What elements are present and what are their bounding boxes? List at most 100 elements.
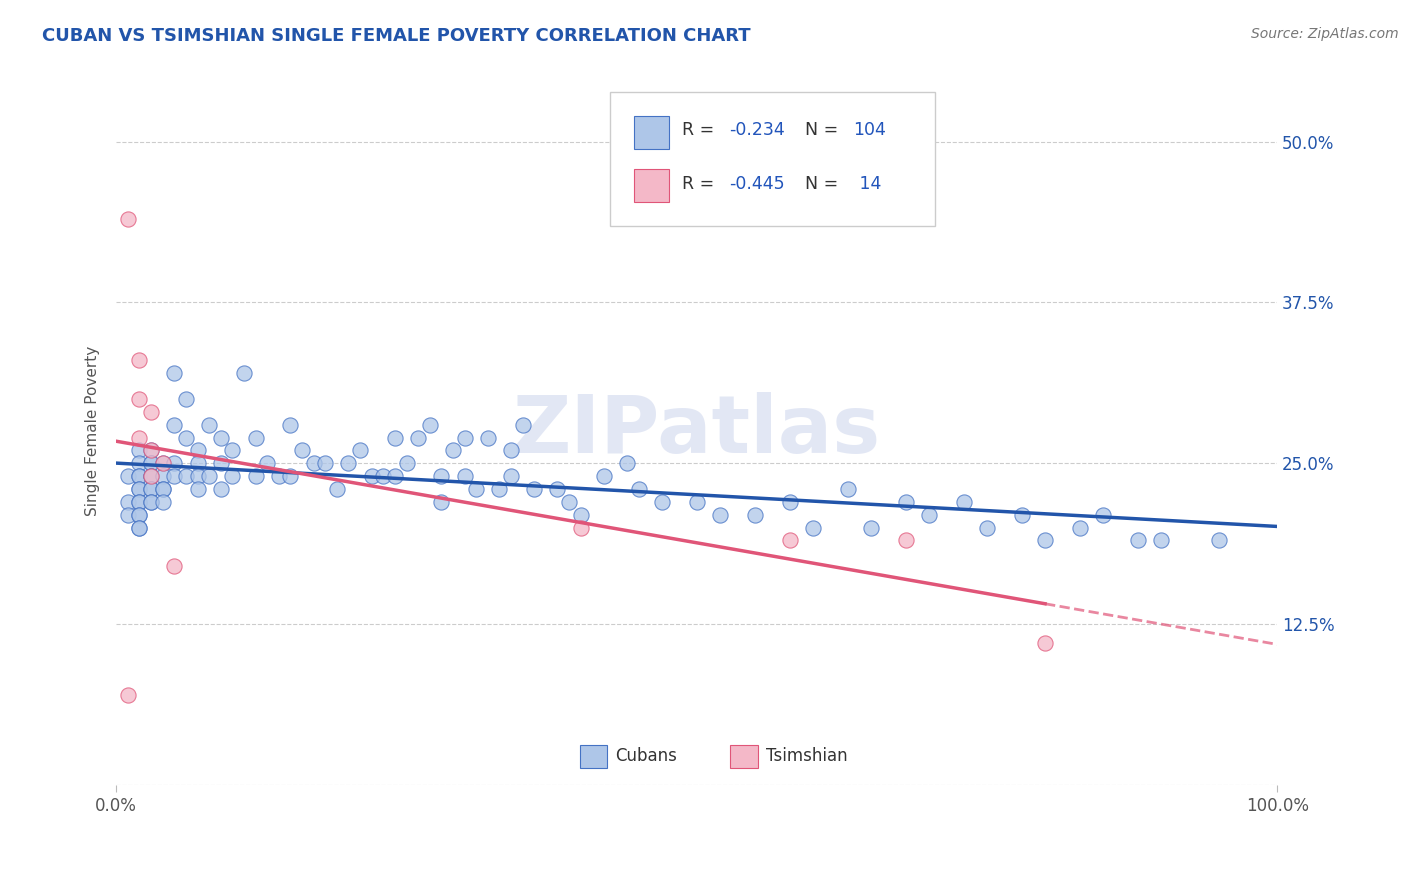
Point [128, 520, 150, 534]
Point [651, 495, 673, 509]
Point [512, 417, 534, 432]
Point [128, 520, 150, 534]
Text: R =: R = [682, 121, 720, 139]
Point [499, 469, 522, 483]
Point [245, 469, 267, 483]
Point [139, 469, 162, 483]
FancyBboxPatch shape [579, 745, 607, 768]
Point [128, 495, 150, 509]
Point [593, 469, 616, 483]
Point [198, 417, 221, 432]
Point [337, 456, 360, 470]
Point [430, 469, 453, 483]
Point [558, 495, 581, 509]
Point [894, 495, 917, 509]
Point [128, 431, 150, 445]
Text: -0.234: -0.234 [730, 121, 785, 139]
Point [801, 520, 824, 534]
Point [267, 469, 290, 483]
Point [209, 482, 232, 496]
Point [128, 495, 150, 509]
Text: -0.445: -0.445 [730, 175, 785, 193]
Point [499, 443, 522, 458]
Point [128, 469, 150, 483]
Point [465, 482, 488, 496]
Point [128, 482, 150, 496]
Text: CUBAN VS TSIMSHIAN SINGLE FEMALE POVERTY CORRELATION CHART: CUBAN VS TSIMSHIAN SINGLE FEMALE POVERTY… [42, 27, 751, 45]
Point [163, 456, 186, 470]
Point [384, 469, 406, 483]
Point [152, 482, 174, 496]
Point [117, 495, 139, 509]
Point [1126, 533, 1149, 548]
Point [326, 482, 349, 496]
Point [1011, 508, 1033, 522]
Point [128, 443, 150, 458]
Point [291, 443, 314, 458]
Point [477, 431, 499, 445]
Point [384, 431, 406, 445]
Point [419, 417, 441, 432]
Point [569, 508, 592, 522]
Point [233, 366, 256, 380]
FancyBboxPatch shape [634, 116, 669, 149]
Point [1208, 533, 1230, 548]
Point [139, 469, 162, 483]
Point [117, 508, 139, 522]
Point [569, 520, 592, 534]
Point [128, 469, 150, 483]
Point [616, 456, 638, 470]
Text: N =: N = [804, 175, 844, 193]
Point [256, 456, 278, 470]
Point [198, 469, 221, 483]
Point [488, 482, 510, 496]
Text: ZIPatlas: ZIPatlas [513, 392, 882, 470]
Point [139, 482, 162, 496]
Point [952, 495, 974, 509]
Point [360, 469, 382, 483]
Point [859, 520, 882, 534]
Text: R =: R = [682, 175, 720, 193]
Point [976, 520, 998, 534]
Text: Cubans: Cubans [616, 747, 678, 765]
Text: Tsimshian: Tsimshian [766, 747, 848, 765]
Point [779, 533, 801, 548]
Point [686, 495, 709, 509]
Point [152, 482, 174, 496]
Point [546, 482, 568, 496]
Point [152, 495, 174, 509]
Point [627, 482, 650, 496]
Point [221, 469, 243, 483]
Point [139, 495, 162, 509]
Point [186, 456, 208, 470]
Point [186, 482, 208, 496]
Point [128, 482, 150, 496]
Point [1033, 636, 1056, 650]
Point [918, 508, 941, 522]
Point [128, 456, 150, 470]
Point [349, 443, 371, 458]
Point [837, 482, 859, 496]
Point [152, 456, 174, 470]
Point [163, 559, 186, 574]
Point [314, 456, 336, 470]
Point [709, 508, 731, 522]
Point [1069, 520, 1091, 534]
Point [1033, 533, 1056, 548]
Point [139, 456, 162, 470]
Point [152, 456, 174, 470]
Point [117, 469, 139, 483]
Point [209, 456, 232, 470]
Point [128, 353, 150, 368]
Point [1092, 508, 1115, 522]
Point [163, 417, 186, 432]
Point [894, 533, 917, 548]
Point [139, 482, 162, 496]
Point [139, 443, 162, 458]
Text: 14: 14 [853, 175, 882, 193]
Point [209, 431, 232, 445]
Point [186, 469, 208, 483]
Point [1150, 533, 1173, 548]
Point [523, 482, 546, 496]
Point [152, 469, 174, 483]
